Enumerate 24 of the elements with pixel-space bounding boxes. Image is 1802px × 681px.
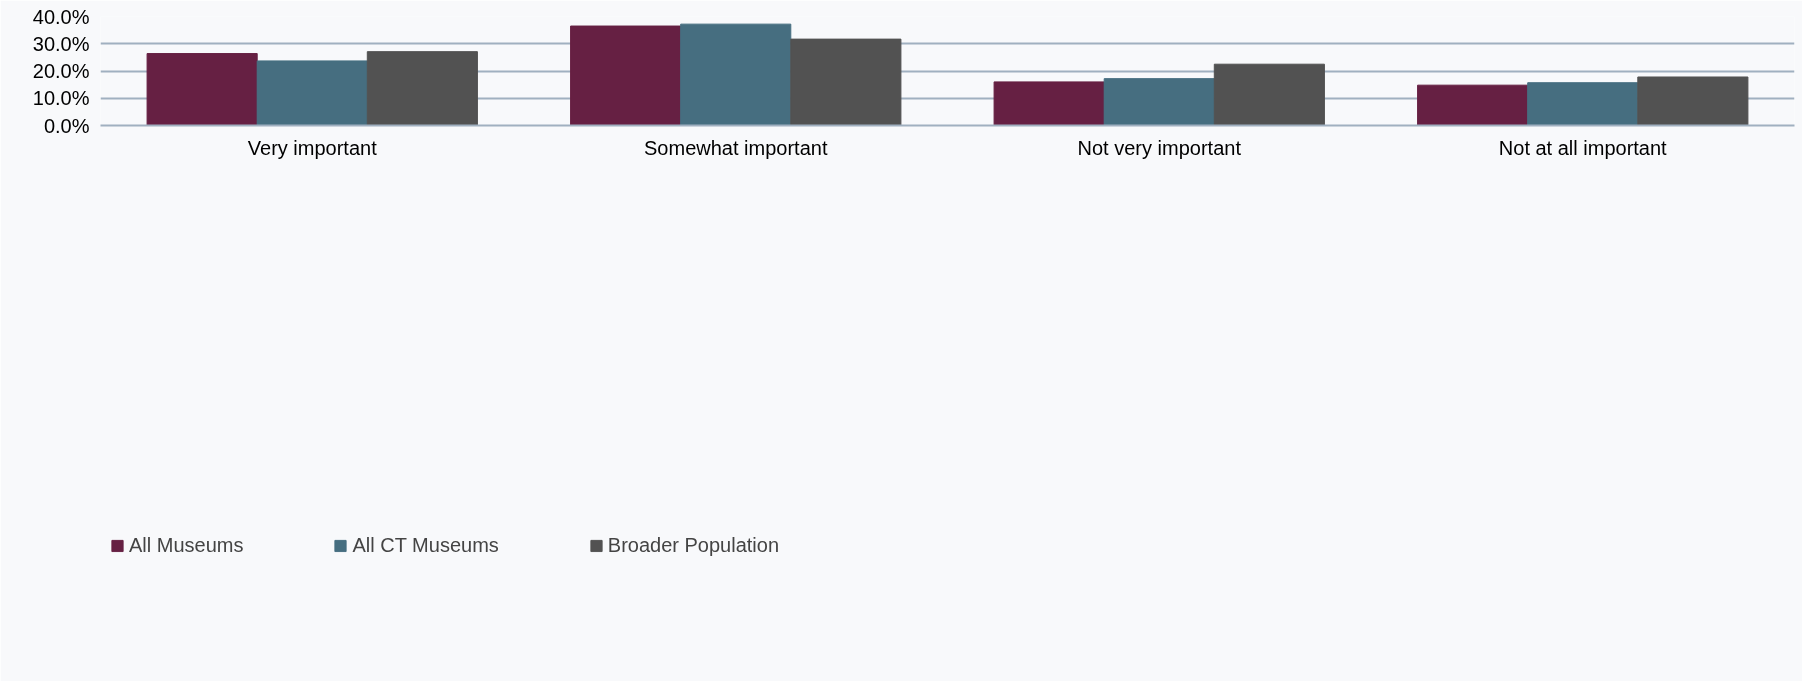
bar [680, 23, 792, 126]
bar [1213, 63, 1325, 126]
bar [790, 38, 902, 126]
y-tick-label: 0.0% [43, 114, 90, 137]
bar [256, 60, 368, 126]
y-tick-label: 20.0% [32, 60, 90, 82]
bar [1637, 76, 1749, 126]
y-tick-label: 40.0% [32, 5, 90, 28]
y-tick-label: 10.0% [32, 87, 90, 110]
x-tick-label: Somewhat important [644, 136, 828, 159]
x-tick-label: Not at all important [1498, 136, 1668, 159]
bar [366, 51, 478, 126]
legend-label: All Museums [129, 533, 244, 557]
bar [1103, 78, 1215, 126]
legend-label: All CT Museums [352, 533, 499, 557]
legend-label: Broader Population [607, 533, 780, 557]
bar [1527, 82, 1639, 126]
bar [570, 25, 682, 126]
bar [1417, 84, 1529, 126]
y-tick-label: 30.0% [32, 32, 90, 55]
bar [993, 81, 1105, 126]
x-tick-label: Not very important [1077, 136, 1242, 159]
bar [146, 53, 258, 126]
x-tick-label: Very important [247, 136, 378, 159]
